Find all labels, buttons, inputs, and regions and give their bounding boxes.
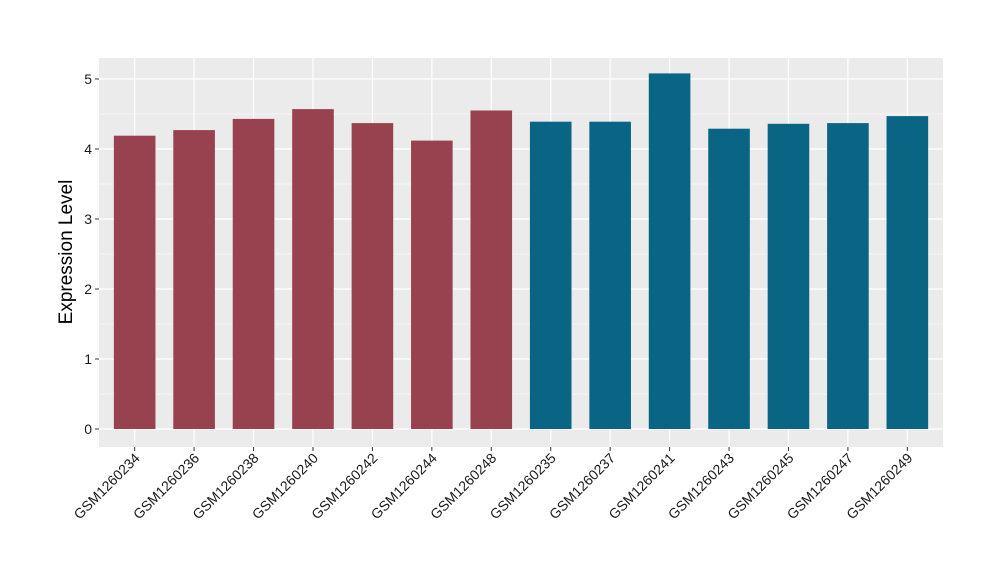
y-tick-label: 2 (84, 281, 92, 297)
bar-gsm1260237 (589, 121, 631, 429)
bar-gsm1260234 (113, 135, 156, 429)
bar-gsm1260241 (648, 73, 691, 430)
bar-gsm1260240 (292, 109, 334, 429)
y-tick-label: 0 (84, 421, 92, 437)
plot-panel (99, 58, 943, 447)
bar-gsm1260247 (827, 123, 869, 429)
bar-gsm1260235 (529, 121, 572, 429)
bar-gsm1260238 (232, 118, 275, 430)
bar-gsm1260236 (173, 130, 215, 429)
bar-gsm1260245 (767, 123, 810, 430)
bar-gsm1260248 (470, 110, 513, 429)
x-axis: GSM1260234GSM1260236GSM1260238GSM1260240… (70, 447, 916, 522)
bar-gsm1260249 (886, 116, 929, 429)
bars (113, 73, 929, 430)
y-tick-label: 3 (84, 211, 92, 227)
bar-gsm1260242 (351, 123, 394, 429)
y-tick-label: 4 (84, 141, 92, 157)
y-tick-label: 5 (84, 71, 92, 87)
y-tick-label: 1 (84, 351, 92, 367)
bar-gsm1260243 (708, 128, 750, 429)
bar-gsm1260244 (411, 140, 453, 429)
y-axis: 0 1 2 3 4 5 (84, 71, 99, 437)
y-axis-title: Expression Level (56, 180, 77, 325)
